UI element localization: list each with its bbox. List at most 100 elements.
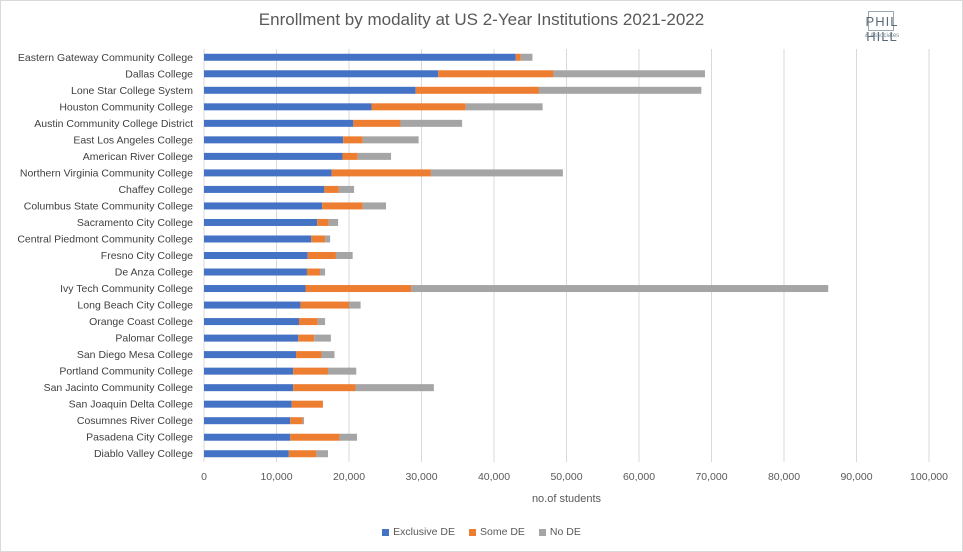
bar-some-de (298, 318, 318, 326)
bar-some-de (298, 334, 315, 342)
bar-exclusive-de (204, 351, 297, 359)
bar-exclusive-de (204, 268, 307, 276)
bar-exclusive-de (204, 70, 439, 78)
bar-some-de (306, 268, 320, 276)
bar-exclusive-de (204, 433, 291, 441)
bar-no-de (335, 252, 353, 259)
bar-no-de (325, 235, 331, 243)
bar-some-de (293, 384, 356, 392)
bar-no-de (349, 301, 361, 309)
bar-exclusive-de (204, 285, 306, 293)
category-label: San Jacinto Community College (44, 382, 194, 394)
bar-some-de (317, 218, 329, 226)
bar-exclusive-de (204, 169, 332, 177)
bar-exclusive-de (204, 119, 354, 127)
bar-no-de (538, 86, 702, 94)
bar-some-de (305, 285, 412, 293)
bar-no-de (357, 152, 392, 160)
bar-exclusive-de (204, 152, 343, 160)
bar-some-de (293, 367, 328, 375)
bar-some-de (415, 86, 539, 94)
x-tick-label: 80,000 (768, 471, 800, 483)
category-label: Sacramento City College (77, 217, 193, 229)
legend-label: Exclusive DE (393, 526, 455, 538)
bar-some-de (331, 169, 431, 177)
x-axis-title: no.of students (532, 493, 602, 505)
logo-text: PHIL HILL (865, 14, 899, 44)
x-tick-label: 0 (201, 471, 207, 483)
category-label: Chaffey College (118, 184, 193, 196)
chart-title: Enrollment by modality at US 2-Year Inst… (258, 10, 705, 29)
bar-some-de (296, 351, 322, 359)
logo-frame (868, 11, 894, 31)
category-label: American River College (83, 151, 193, 163)
bar-no-de (430, 169, 563, 177)
category-label: Lone Star College System (71, 85, 193, 97)
legend: Exclusive DE Some DE No DE (0, 526, 963, 538)
bar-no-de (314, 334, 331, 342)
legend-item: Some DE (468, 526, 525, 538)
bar-some-de (342, 152, 358, 160)
x-tick-label: 70,000 (695, 471, 727, 483)
bar-no-de (355, 384, 434, 392)
x-tick-label: 50,000 (550, 471, 582, 483)
bar-some-de (311, 235, 326, 243)
category-label: Portland Community College (59, 366, 193, 378)
x-tick-label: 30,000 (405, 471, 437, 483)
bar-exclusive-de (204, 103, 372, 111)
legend-swatch (382, 528, 390, 536)
legend-swatch (538, 528, 546, 536)
category-label: Austin Community College District (34, 118, 193, 130)
category-label: Columbus State Community College (24, 200, 193, 212)
bar-no-de (553, 70, 705, 78)
bar-some-de (300, 301, 349, 309)
bar-some-de (438, 70, 554, 78)
x-tick-label: 60,000 (623, 471, 655, 483)
bar-exclusive-de (204, 202, 323, 210)
bar-no-de (362, 202, 386, 210)
bar-exclusive-de (204, 367, 294, 375)
bar-no-de (327, 367, 357, 375)
legend-label: Some DE (479, 526, 525, 538)
category-label: Eastern Gateway Community College (18, 52, 193, 64)
bar-exclusive-de (204, 136, 344, 144)
bar-no-de (321, 351, 335, 359)
category-label: Diablo Valley College (94, 448, 193, 460)
bar-exclusive-de (204, 218, 318, 226)
bar-some-de (515, 53, 521, 61)
bar-exclusive-de (204, 86, 416, 94)
x-tick-label: 10,000 (260, 471, 292, 483)
bar-some-de (307, 252, 336, 259)
bar-no-de (338, 185, 355, 193)
category-label: Fresno City College (101, 250, 193, 262)
bar-no-de (328, 218, 339, 226)
bar-some-de (371, 103, 466, 111)
bar-no-de (316, 450, 328, 458)
category-label: Palomar College (115, 333, 193, 345)
bar-some-de (343, 136, 363, 144)
bar-exclusive-de (204, 417, 291, 425)
bar-no-de (317, 318, 326, 326)
phil-hill-logo: PHIL HILL & Associates (850, 11, 914, 44)
bar-no-de (362, 136, 419, 144)
bar-exclusive-de (204, 450, 289, 458)
bar-exclusive-de (204, 185, 325, 193)
category-label: Houston Community College (59, 101, 193, 113)
category-label: Ivy Tech Community College (60, 283, 193, 295)
bar-some-de (288, 450, 317, 458)
bar-no-de (520, 53, 533, 61)
category-label: San Diego Mesa College (77, 349, 193, 361)
bar-some-de (353, 119, 401, 127)
bar-exclusive-de (204, 318, 299, 326)
legend-label: No DE (549, 526, 581, 538)
bar-exclusive-de (204, 235, 312, 243)
bar-no-de (339, 433, 357, 441)
category-label: Central Piedmont Community College (17, 233, 193, 245)
x-tick-label: 90,000 (840, 471, 872, 483)
category-label: Cosumnes River College (77, 415, 193, 427)
category-label: San Joaquin Delta College (69, 399, 193, 411)
bar-no-de (411, 285, 829, 293)
category-label: Long Beach City College (77, 300, 193, 312)
category-labels: Eastern Gateway Community College Dallas … (17, 52, 193, 460)
